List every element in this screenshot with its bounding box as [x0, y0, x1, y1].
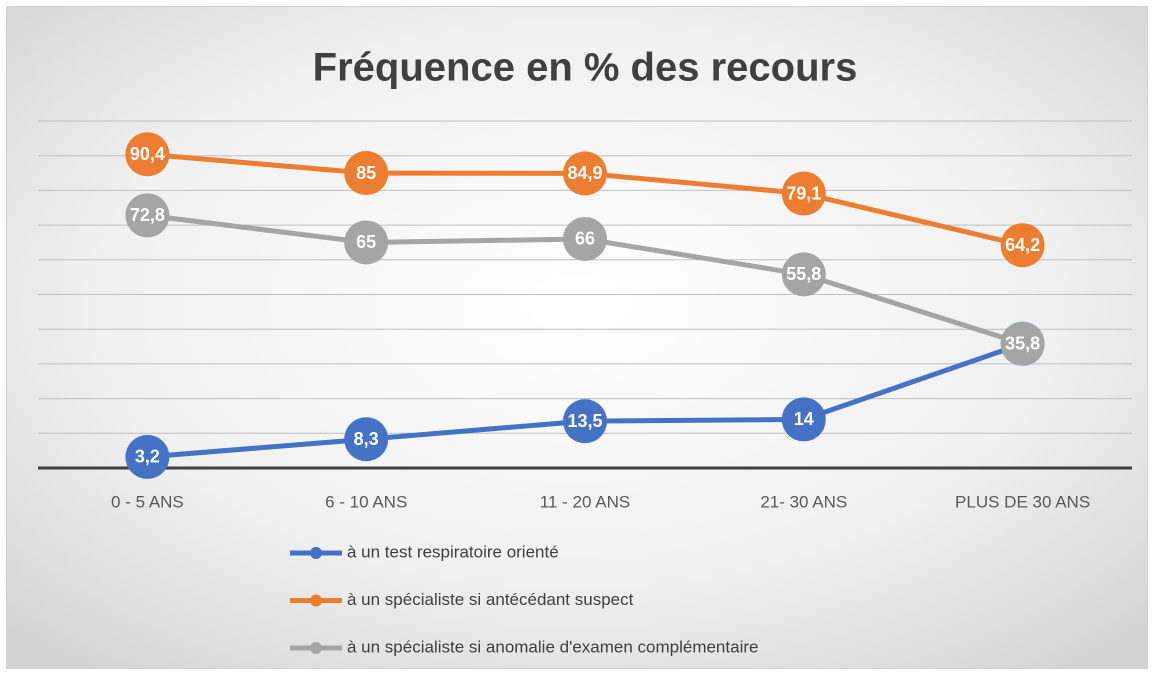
data-label: 79,1 [786, 183, 821, 203]
x-tick-label: PLUS DE 30 ANS [955, 492, 1090, 511]
data-label: 65 [356, 232, 376, 252]
data-point [563, 399, 607, 444]
legend-marker [310, 642, 322, 654]
data-point [563, 216, 607, 261]
data-point [344, 417, 389, 462]
legend-label: à un test respiratoire orienté [347, 542, 559, 561]
data-point [563, 151, 607, 196]
data-point [125, 193, 170, 238]
data-label: 13,5 [567, 411, 602, 431]
data-point [344, 151, 389, 196]
data-label: 64,2 [1005, 235, 1040, 255]
data-label: 85 [356, 163, 376, 183]
data-point [781, 171, 826, 216]
data-point [125, 132, 170, 177]
data-label: 14 [794, 409, 814, 429]
data-point [1000, 321, 1045, 366]
data-point [344, 220, 389, 265]
legend-marker [310, 594, 322, 607]
data-label: 84,9 [567, 163, 602, 183]
legend-label: à un spécialiste si antécédant suspect [347, 590, 634, 609]
data-point [781, 252, 826, 297]
x-tick-label: 6 - 10 ANS [325, 492, 407, 511]
data-label: 55,8 [786, 264, 821, 284]
x-tick-label: 21- 30 ANS [760, 492, 847, 511]
x-tick-label: 11 - 20 ANS [540, 492, 630, 511]
legend-label: à un spécialiste si anomalie d'examen co… [347, 637, 758, 656]
data-label: 72,8 [130, 205, 165, 225]
data-label: 66 [575, 229, 595, 249]
data-point [1000, 223, 1045, 268]
chart-background [6, 6, 1148, 669]
data-label: 90,4 [130, 144, 165, 164]
data-label: 8,3 [354, 429, 379, 449]
legend-marker [310, 547, 322, 559]
data-label: 35,8 [1005, 334, 1040, 354]
legend: à un test respiratoire orienté à un spéci… [290, 542, 758, 656]
points: 3,2 8,3 13,5 14 35,8 90,4 85 84,9 79,1 64,2 72,8 65… [125, 132, 1045, 479]
data-point [125, 434, 170, 479]
data-point [781, 397, 826, 442]
x-tick-label: 0 - 5 ANS [111, 492, 184, 511]
data-label: 3,2 [135, 447, 160, 467]
chart-title: Fréquence en % des recours [313, 46, 858, 90]
